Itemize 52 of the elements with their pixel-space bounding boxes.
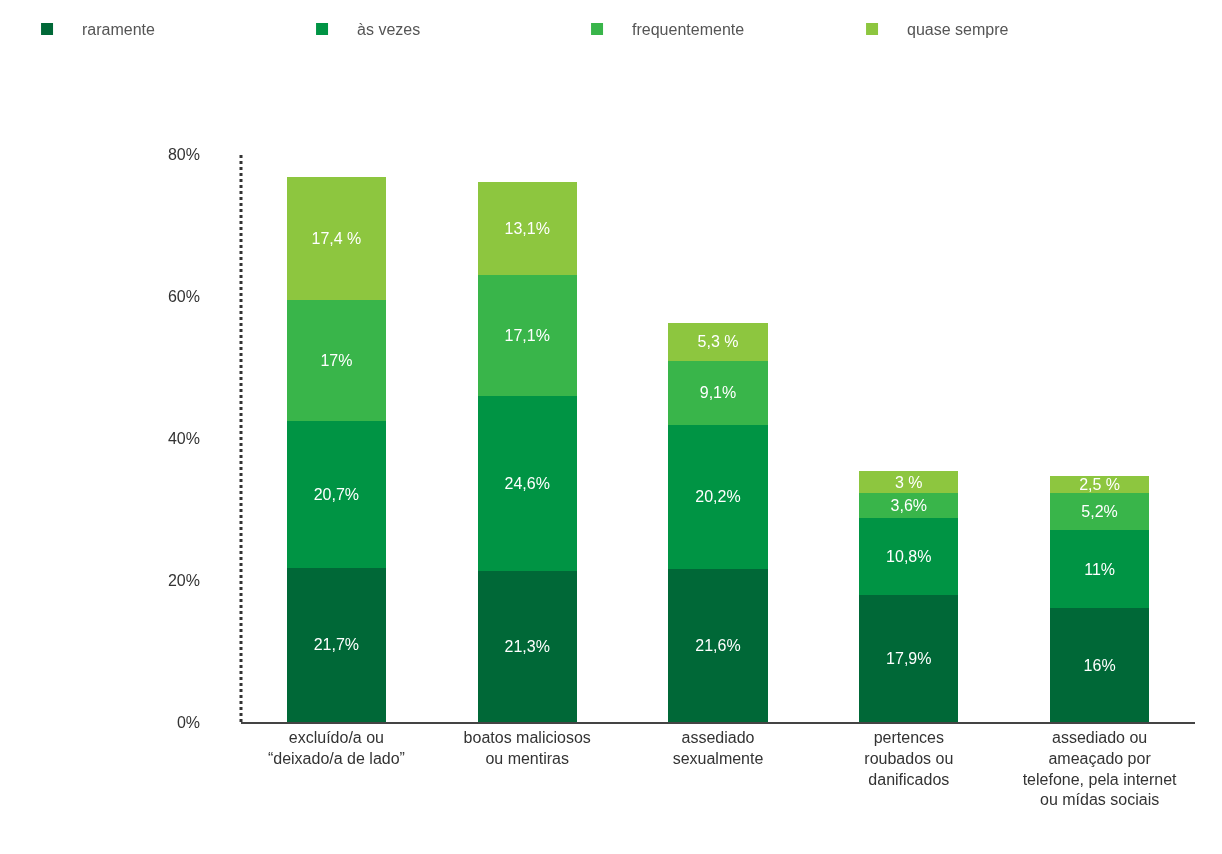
- bar: [1049, 493, 1150, 531]
- bar: [477, 181, 577, 275]
- bar: [286, 300, 387, 421]
- x-tick-label: boatos maliciosos ou mentiras: [463, 728, 591, 767]
- bar: [668, 425, 768, 569]
- bar: [668, 322, 768, 361]
- data-label: 21,6%: [695, 636, 741, 654]
- legend-label: frequentemente: [632, 21, 745, 39]
- bar: [286, 176, 387, 301]
- x-tick-label: pertences roubados ou danificados: [864, 728, 954, 788]
- bar: [859, 594, 959, 722]
- bar: [477, 396, 577, 571]
- legend-label: raramente: [82, 21, 156, 39]
- data-label: 5,3 %: [697, 333, 739, 351]
- bar: [668, 568, 768, 722]
- data-label: 21,7%: [313, 636, 360, 654]
- data-label: 17%: [320, 352, 353, 370]
- data-label: 16%: [1083, 656, 1116, 674]
- bar: [477, 570, 577, 722]
- data-label: 3 %: [895, 473, 923, 491]
- bar: [859, 471, 959, 493]
- data-label: 13,1%: [504, 219, 550, 237]
- data-label: 17,4 %: [311, 229, 362, 247]
- data-label: 24,6%: [504, 474, 550, 492]
- data-label: 21,3%: [504, 637, 550, 655]
- y-tick-label: 40%: [167, 429, 200, 447]
- bar: [1049, 608, 1150, 722]
- data-label: 5,2%: [1081, 503, 1118, 521]
- x-tick-label: assediado ou ameaçado por telefone, pela internet ou mídas sociais: [1022, 728, 1178, 809]
- data-label: 20,7%: [313, 485, 360, 503]
- data-label: 10,8%: [886, 548, 932, 566]
- bar: [859, 518, 959, 595]
- data-label: 17,9%: [886, 649, 932, 667]
- data-label: 20,2%: [695, 488, 741, 506]
- data-label: 9,1%: [699, 384, 737, 402]
- bar: [286, 420, 387, 568]
- y-tick-label: 20%: [167, 571, 200, 589]
- data-label: 17,1%: [504, 326, 550, 344]
- bar: [1049, 530, 1150, 609]
- data-label: 11%: [1084, 560, 1116, 578]
- data-label: 3,6%: [890, 496, 928, 514]
- legend-label: às vezes: [357, 21, 421, 39]
- x-tick-label: assediado sexualmente: [672, 728, 764, 767]
- x-tick-label: excluído/a ou “deixado/a de lado”: [267, 728, 405, 767]
- y-tick-label: 0%: [176, 713, 200, 731]
- data-label: 2,5 %: [1079, 476, 1121, 494]
- legend-label: quase sempre: [907, 21, 1009, 39]
- bar: [668, 360, 768, 426]
- y-tick-label: 60%: [167, 287, 200, 305]
- bar: [286, 567, 387, 722]
- bar: [477, 274, 577, 397]
- y-tick-label: 80%: [167, 145, 200, 163]
